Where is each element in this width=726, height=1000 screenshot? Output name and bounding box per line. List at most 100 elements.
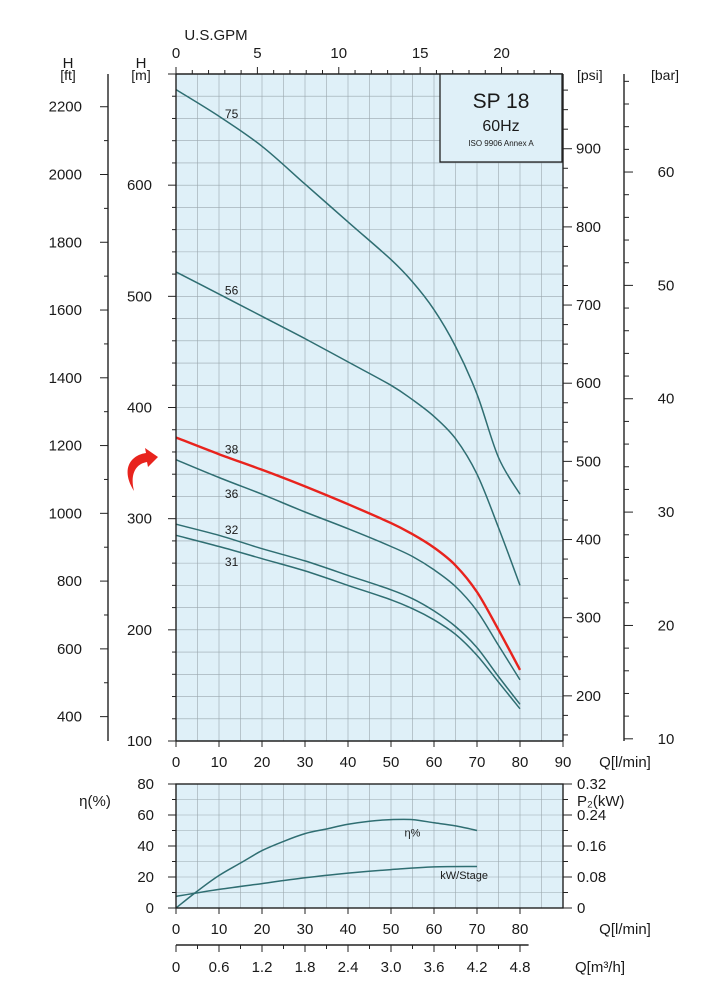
- y-tick-label-bar: 20: [658, 617, 675, 634]
- eff-x-tick-label: 70: [469, 921, 486, 938]
- chart-standard-note: ISO 9906 Annex A: [468, 139, 534, 148]
- y-tick-label-ft: 600: [57, 641, 82, 658]
- head-curve-75: [175, 88, 521, 495]
- y-tick-label-ft: 1000: [49, 505, 82, 522]
- eff-y-tick-label: 20: [137, 869, 154, 886]
- head-curve-label-75: 75: [225, 107, 239, 121]
- m3h-tick-label: 4.8: [510, 959, 531, 976]
- y-tick-label-bar: 50: [658, 277, 675, 294]
- chart-title: SP 18: [473, 90, 530, 113]
- x-tick-label: 50: [383, 754, 400, 771]
- y-tick-label-bar: 40: [658, 391, 675, 408]
- x-tick-label: 20: [254, 754, 271, 771]
- head-curve-38: [175, 436, 522, 671]
- eff-x-tick-label: 0: [172, 921, 180, 938]
- head-curve-label-56: 56: [225, 284, 239, 298]
- x-tick-label: 10: [211, 754, 228, 771]
- y-tick-label-psi: 400: [576, 532, 601, 549]
- top-x-tick-label: 20: [493, 45, 510, 62]
- y-tick-label-ft: 1200: [49, 438, 82, 455]
- x-tick-label: 70: [469, 754, 486, 771]
- eff-x-tick-label: 10: [211, 921, 228, 938]
- y-tick-label-m: 500: [127, 288, 152, 305]
- head-curve-label-32: 32: [225, 523, 239, 537]
- y-tick-label-psi: 300: [576, 610, 601, 627]
- y-axis-unit-m: [m]: [131, 67, 150, 83]
- y-tick-label-psi: 500: [576, 453, 601, 470]
- head-curves: [175, 88, 522, 710]
- y-tick-label-psi: 600: [576, 375, 601, 392]
- y-tick-label-ft: 400: [57, 709, 82, 726]
- efficiency-series-labels: η% kW/Stage: [405, 828, 488, 882]
- top-x-tick-label: 0: [172, 45, 180, 62]
- y-tick-label-ft: 2000: [49, 166, 82, 183]
- y-axis-unit-psi: [psi]: [577, 67, 603, 83]
- m3h-tick-label: 3.6: [424, 959, 445, 976]
- x-tick-label: 80: [512, 754, 529, 771]
- power-y-tick-label: 0: [577, 900, 585, 917]
- m3h-tick-label: 1.2: [252, 959, 273, 976]
- x-tick-label: 90: [555, 754, 572, 771]
- y-tick-label-psi: 700: [576, 297, 601, 314]
- y-tick-label-m: 100: [127, 733, 152, 750]
- chart-subtitle: 60Hz: [482, 118, 519, 135]
- eff-x-tick-label: 80: [512, 921, 529, 938]
- eff-x-tick-label: 40: [340, 921, 357, 938]
- eff-x-tick-label: 50: [383, 921, 400, 938]
- efficiency-curve-label: η%: [405, 828, 421, 840]
- power-y-axis-label: P₂(kW): [577, 793, 624, 810]
- m3h-tick-label: 2.4: [338, 959, 359, 976]
- y-tick-label-m: 200: [127, 622, 152, 639]
- power-y-tick-label: 0.08: [577, 869, 606, 886]
- head-curve-label-36: 36: [225, 487, 239, 501]
- y-tick-label-ft: 1400: [49, 370, 82, 387]
- y-tick-label-ft: 1800: [49, 234, 82, 251]
- head-curve-36: [175, 459, 521, 681]
- head-curve-31: [175, 534, 521, 710]
- efficiency-power-chart: 0 10 20 30 40 50 60 70 80 Q[l/min] 0 0.6 1.2 1.8 2.4 3.…: [79, 776, 651, 976]
- power-y-tick-label: 0.32: [577, 776, 606, 793]
- m3h-tick-label: 0.6: [209, 959, 230, 976]
- head-series-labels: 75 56 38 36 32 31: [225, 107, 239, 569]
- eff-x-tick-label: 60: [426, 921, 443, 938]
- y-tick-label-m: 400: [127, 400, 152, 417]
- y-axis-letter-m: H: [136, 55, 147, 72]
- eff-x-axis-label: Q[l/min]: [599, 921, 651, 938]
- eff-y-tick-label: 60: [137, 807, 154, 824]
- y-tick-label-psi: 800: [576, 219, 601, 236]
- y-tick-label-psi: 200: [576, 688, 601, 705]
- y-tick-label-bar: 10: [658, 731, 675, 748]
- top-x-tick-label: 10: [330, 45, 347, 62]
- y-tick-label-bar: 30: [658, 504, 675, 521]
- m3h-tick-label: 3.0: [381, 959, 402, 976]
- efficiency-axes: 0 10 20 30 40 50 60 70 80 Q[l/min] 0 0.6 1.2 1.8 2.4 3.…: [79, 776, 651, 976]
- duty-arrow-icon: [127, 448, 158, 491]
- eff-y-tick-label: 0: [146, 900, 154, 917]
- y-tick-label-ft: 800: [57, 573, 82, 590]
- x-tick-label: 30: [297, 754, 314, 771]
- y-tick-label-ft: 2200: [49, 99, 82, 116]
- power-curve-label: kW/Stage: [440, 870, 488, 882]
- x-tick-label: 0: [172, 754, 180, 771]
- power-y-tick-label: 0.24: [577, 807, 606, 824]
- eff-x-tick-label: 30: [297, 921, 314, 938]
- m3h-tick-label: 0: [172, 959, 180, 976]
- eff-y-axis-label: η(%): [79, 793, 111, 810]
- x-tick-label: 40: [340, 754, 357, 771]
- title-box: SP 18 60Hz ISO 9906 Annex A: [439, 73, 563, 163]
- power-y-tick-label: 0.16: [577, 838, 606, 855]
- y-tick-label-m: 300: [127, 511, 152, 528]
- eff-curve-efficiency: [175, 818, 478, 909]
- head-curve-chart: 0 10 20 30 40 50 60 70 80 90 Q[l/min] 0 5 10 15 20 U.S.G…: [49, 27, 679, 771]
- m3h-tick-label: 1.8: [295, 959, 316, 976]
- y-tick-label-m: 600: [127, 177, 152, 194]
- head-curve-56: [175, 271, 521, 586]
- m3h-axis-label: Q[m³/h]: [575, 959, 625, 976]
- m3h-tick-label: 4.2: [467, 959, 488, 976]
- head-curve-label-31: 31: [225, 555, 239, 569]
- eff-y-tick-label: 40: [137, 838, 154, 855]
- y-axis-letter-ft: H: [63, 55, 74, 72]
- head-curve-32: [175, 523, 521, 705]
- title-box-frame: [439, 73, 563, 163]
